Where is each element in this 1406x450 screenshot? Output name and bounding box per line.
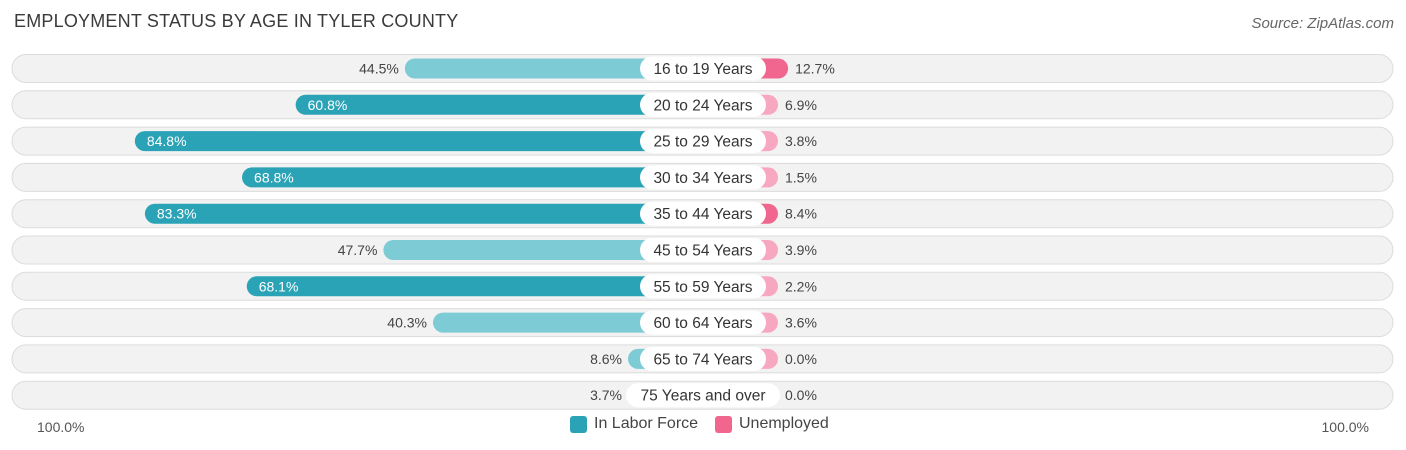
- category-label: 35 to 44 Years: [653, 206, 752, 223]
- category-pill: [626, 383, 780, 408]
- data-label-labor-force: 68.1%: [259, 278, 299, 294]
- bar-labor-force: [295, 94, 703, 115]
- category-pill: [640, 274, 766, 299]
- category-pill: [640, 238, 766, 262]
- data-label-unemployed: 2.2%: [785, 278, 817, 294]
- category-pill: [640, 201, 766, 226]
- category-pill: [640, 165, 766, 190]
- legend-swatch-labor: [570, 415, 587, 433]
- bar-labor-force: [404, 58, 703, 79]
- legend-label-labor: In Labor Force: [594, 415, 699, 432]
- axis-label-left: 100.0%: [37, 419, 85, 435]
- category-label: 55 to 59 Years: [653, 279, 752, 296]
- category-label: 30 to 34 Years: [653, 170, 752, 187]
- category-label: 20 to 24 Years: [653, 97, 752, 114]
- data-label-labor-force: 60.8%: [308, 97, 348, 113]
- data-label-unemployed: 1.5%: [785, 169, 817, 185]
- category-pill: [640, 56, 766, 81]
- data-label-labor-force: 44.5%: [359, 61, 399, 77]
- axis-label-right: 100.0%: [1321, 419, 1369, 435]
- category-label: 45 to 54 Years: [653, 243, 752, 260]
- bar-labor-force: [144, 203, 703, 224]
- data-label-labor-force: 84.8%: [147, 133, 187, 149]
- data-label-labor-force: 3.7%: [590, 387, 622, 403]
- category-pill: [640, 129, 766, 154]
- data-label-labor-force: 83.3%: [157, 206, 197, 222]
- data-label-labor-force: 8.6%: [590, 351, 622, 367]
- category-label: 75 Years and over: [641, 388, 766, 405]
- category-pill: [640, 346, 766, 371]
- legend-swatch-unemployed: [715, 415, 732, 433]
- data-label-unemployed: 8.4%: [785, 206, 817, 222]
- category-pill: [640, 310, 766, 335]
- bar-labor-force: [246, 276, 704, 297]
- bar-labor-force: [383, 240, 703, 260]
- source-note: Source: ZipAtlas.com: [1251, 15, 1394, 32]
- category-label: 60 to 64 Years: [653, 315, 752, 332]
- data-label-unemployed: 6.9%: [785, 97, 817, 113]
- category-label: 65 to 74 Years: [653, 351, 752, 368]
- category-label: 16 to 19 Years: [653, 61, 752, 78]
- chart-svg: 44.5% 12.7% 16 to 19 Years 60.8% 6.9% 20 to 2…: [11, 54, 1394, 410]
- category-label: 25 to 29 Years: [653, 134, 752, 151]
- legend: In Labor Force Unemployed: [0, 415, 1406, 439]
- data-label-unemployed: 0.0%: [785, 351, 817, 367]
- bar-labor-force: [242, 167, 704, 188]
- bar-labor-force: [134, 131, 704, 152]
- data-label-labor-force: 47.7%: [338, 242, 378, 258]
- data-label-labor-force: 40.3%: [387, 315, 427, 331]
- legend-label-unemployed: Unemployed: [739, 415, 829, 432]
- bar-labor-force: [432, 312, 703, 333]
- legend-item-labor: In Labor Force: [570, 415, 698, 433]
- data-label-unemployed: 3.6%: [785, 315, 817, 331]
- data-label-unemployed: 3.8%: [785, 133, 817, 149]
- category-pill: [640, 92, 766, 117]
- legend-item-unemployed: Unemployed: [715, 415, 829, 433]
- chart-title: EMPLOYMENT STATUS BY AGE IN TYLER COUNTY: [14, 11, 459, 31]
- data-label-unemployed: 0.0%: [785, 387, 817, 403]
- data-label-unemployed: 12.7%: [795, 61, 835, 77]
- data-label-unemployed: 3.9%: [785, 242, 817, 258]
- data-label-labor-force: 68.8%: [254, 169, 294, 185]
